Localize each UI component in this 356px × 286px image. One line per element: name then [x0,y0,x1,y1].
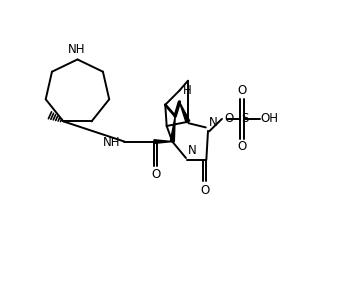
Text: NH: NH [68,43,86,56]
Text: O: O [200,184,210,196]
Polygon shape [179,102,190,122]
Text: S: S [242,112,249,125]
Text: H: H [183,84,192,97]
Text: O: O [237,140,247,154]
Polygon shape [154,140,172,143]
Text: O: O [224,112,234,125]
Text: N: N [209,116,217,129]
Text: O: O [151,168,160,181]
Text: O: O [237,84,247,98]
Text: OH: OH [261,112,279,125]
Text: N: N [188,144,197,157]
Polygon shape [171,116,175,142]
Text: NH: NH [103,136,120,149]
